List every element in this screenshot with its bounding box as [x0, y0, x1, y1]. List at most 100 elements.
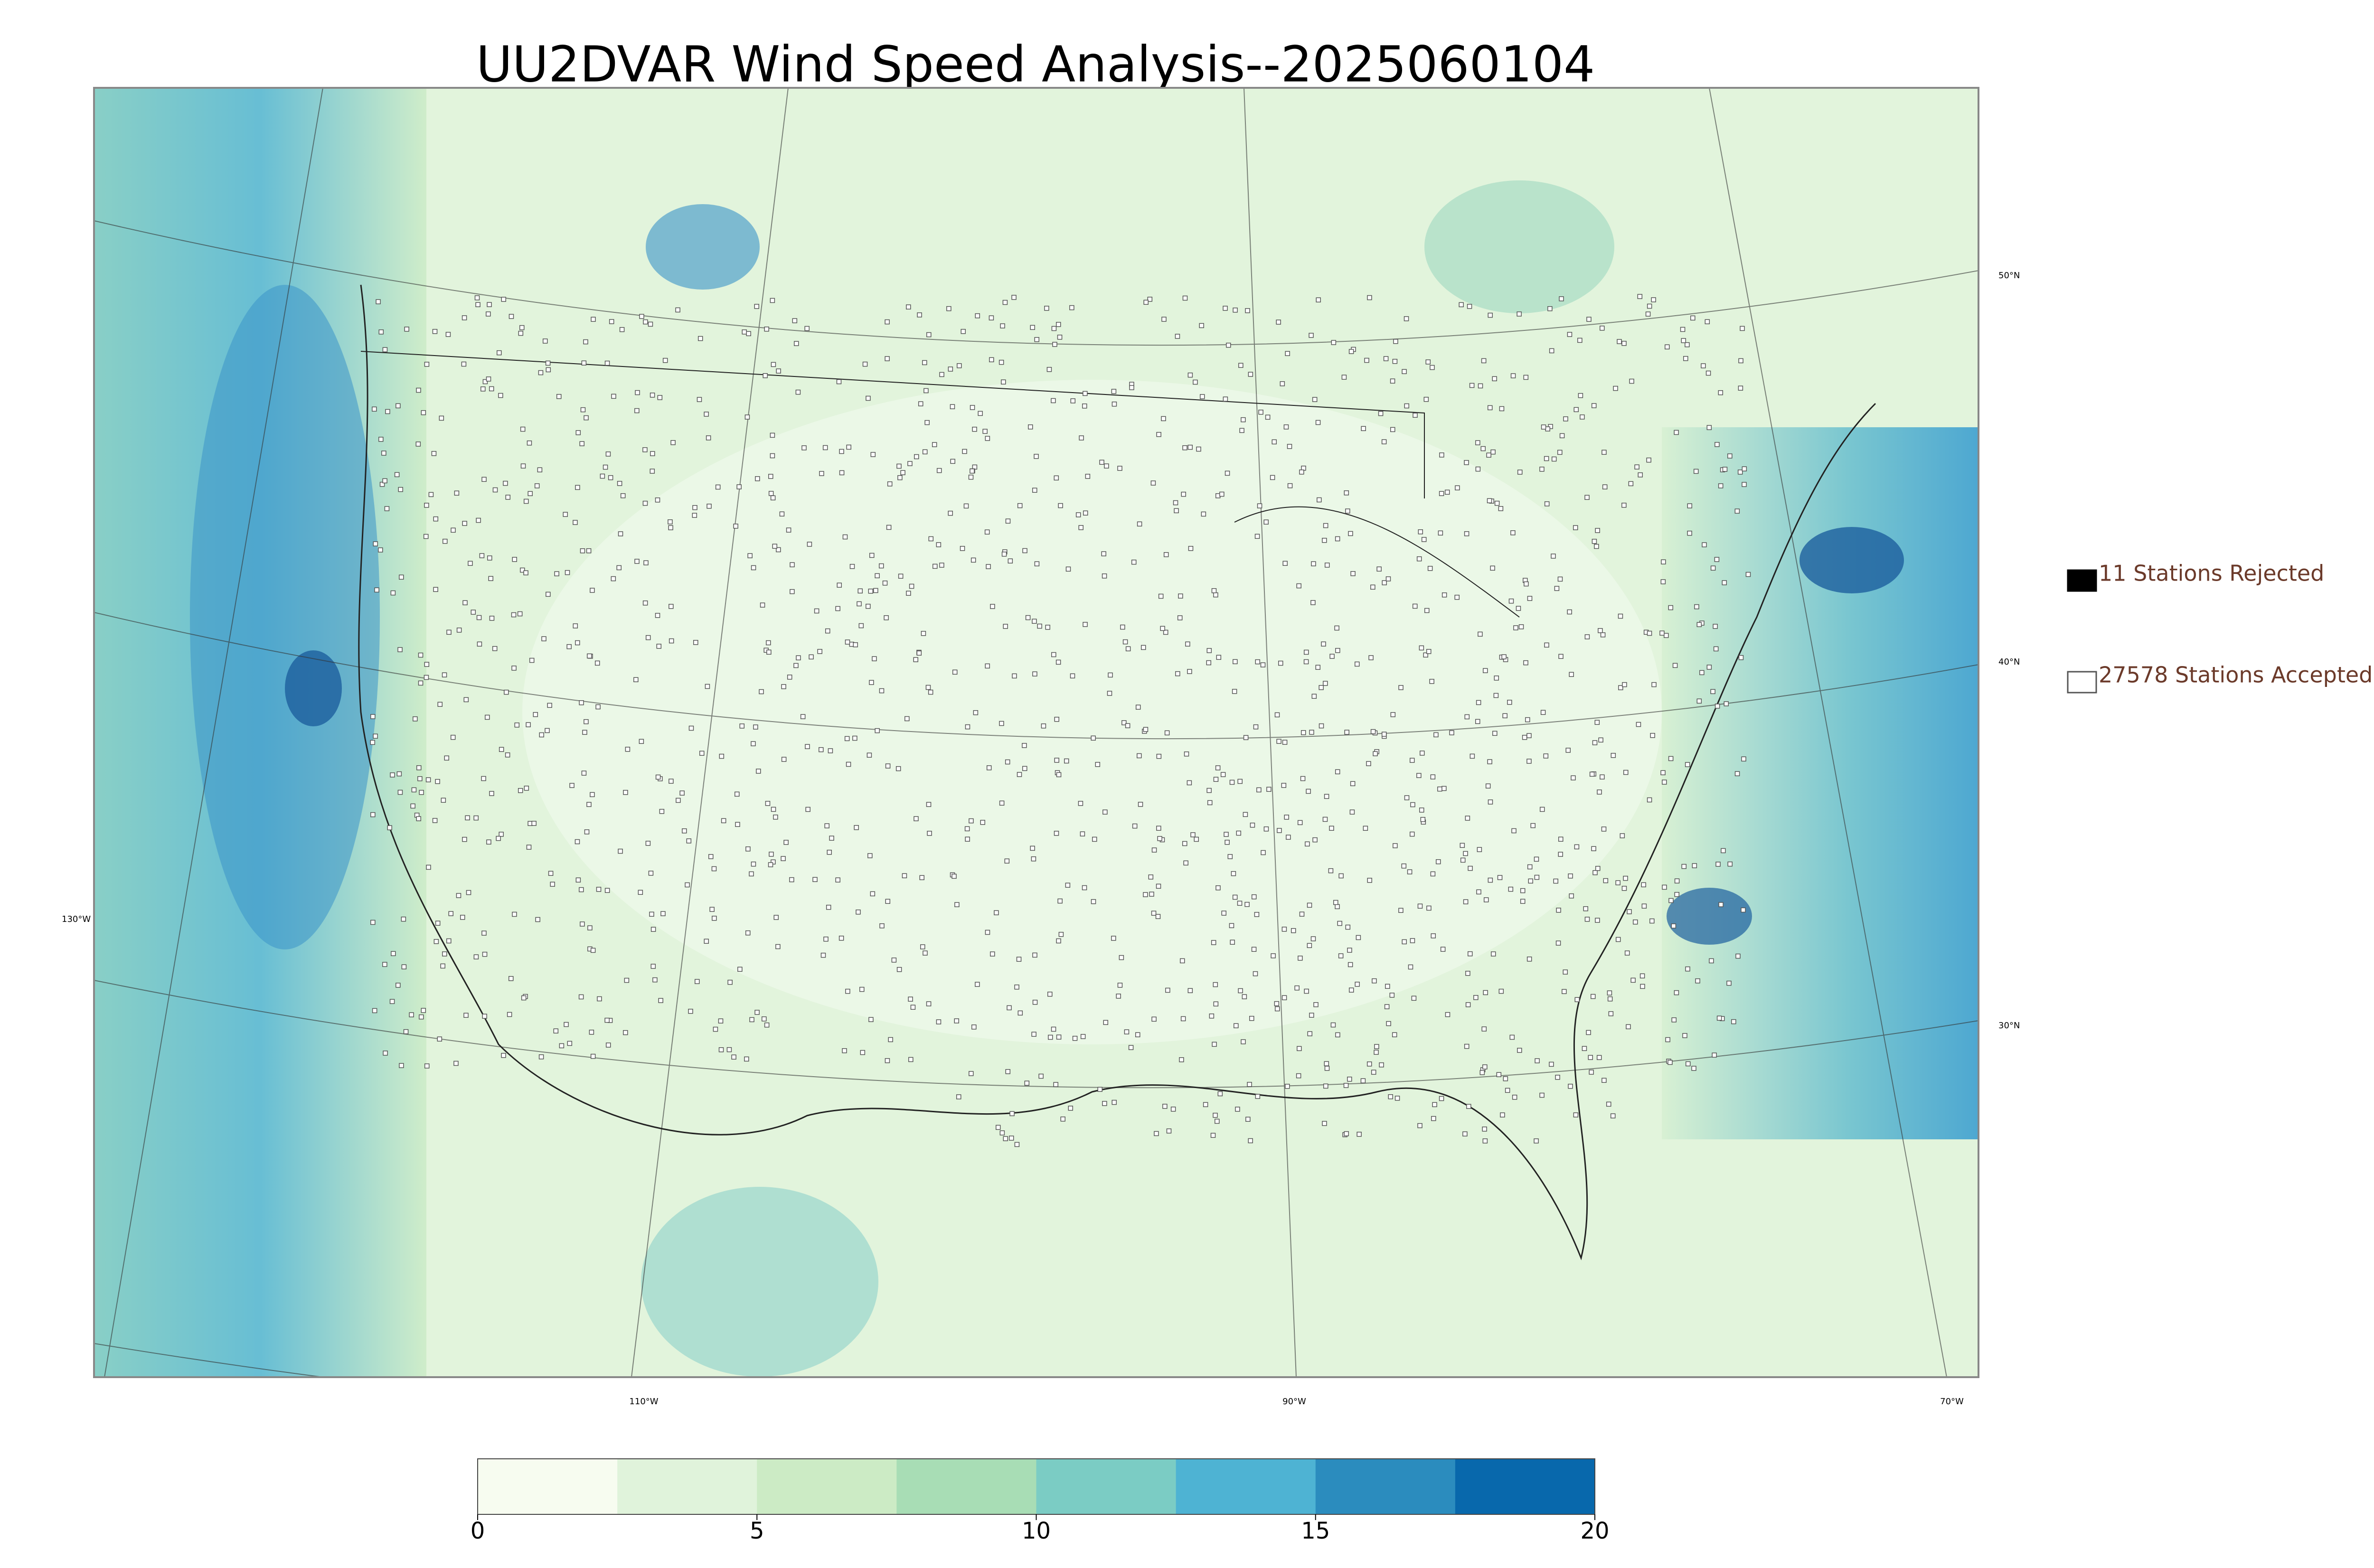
station — [872, 656, 877, 661]
station — [1370, 584, 1375, 590]
station — [858, 623, 864, 629]
station — [898, 573, 904, 579]
station — [1534, 1138, 1539, 1144]
station — [868, 588, 874, 594]
station — [1690, 315, 1696, 321]
station — [739, 723, 745, 729]
station — [715, 484, 721, 490]
station — [970, 468, 975, 474]
station — [1341, 375, 1347, 380]
station — [1287, 483, 1293, 488]
station — [999, 1130, 1005, 1136]
station — [749, 871, 754, 877]
wind-max — [1799, 527, 1904, 593]
station — [800, 714, 806, 719]
station — [879, 923, 885, 929]
station — [1258, 409, 1263, 415]
station — [1349, 809, 1355, 815]
station — [489, 791, 494, 796]
station — [1253, 971, 1258, 976]
station — [605, 1042, 611, 1048]
station — [609, 319, 614, 324]
station — [499, 747, 504, 752]
station — [1715, 442, 1720, 447]
station — [1143, 300, 1149, 305]
station — [770, 453, 775, 459]
station — [1589, 1070, 1594, 1075]
station — [907, 461, 913, 466]
station — [635, 390, 640, 395]
station — [1054, 475, 1059, 481]
station — [1465, 971, 1470, 976]
station — [1527, 596, 1533, 601]
station — [1410, 802, 1415, 807]
station — [1057, 334, 1063, 340]
station — [921, 631, 926, 636]
station — [1143, 727, 1149, 732]
station — [835, 606, 840, 611]
map-area — [94, 88, 1978, 1377]
station — [1319, 723, 1324, 729]
station — [754, 1010, 760, 1015]
station — [431, 451, 437, 456]
station — [1315, 420, 1321, 425]
station — [1209, 1013, 1215, 1019]
station — [1510, 373, 1516, 378]
station — [473, 954, 479, 959]
station — [1307, 943, 1312, 948]
station — [575, 430, 581, 435]
station — [1193, 379, 1198, 385]
station — [1668, 605, 1673, 610]
station — [1022, 743, 1027, 748]
station — [1276, 739, 1281, 744]
station — [919, 875, 924, 881]
station — [1416, 556, 1422, 562]
station — [1716, 1015, 1722, 1021]
station — [1108, 672, 1113, 678]
station — [1003, 1136, 1008, 1141]
station — [539, 732, 544, 738]
station — [1335, 536, 1340, 542]
station — [1694, 604, 1699, 610]
station — [828, 748, 833, 753]
station — [1335, 904, 1340, 910]
station — [1180, 1016, 1186, 1022]
station — [441, 798, 446, 803]
station — [873, 588, 878, 593]
station — [1274, 712, 1280, 718]
colorbar-segment — [617, 1459, 758, 1514]
station — [442, 672, 447, 677]
station — [747, 553, 753, 558]
station — [1541, 424, 1546, 430]
station — [1255, 1094, 1261, 1099]
station — [964, 826, 970, 832]
station — [1664, 633, 1669, 638]
station — [1401, 863, 1407, 869]
station — [1241, 417, 1246, 423]
station — [486, 839, 491, 845]
station — [396, 771, 402, 777]
station — [1344, 730, 1349, 735]
station — [1304, 988, 1309, 994]
station — [1117, 466, 1122, 471]
station — [1097, 1087, 1102, 1092]
station — [1082, 403, 1087, 409]
station — [1586, 1030, 1591, 1035]
station — [1231, 871, 1236, 876]
station — [1032, 999, 1038, 1005]
station — [986, 564, 991, 569]
station — [1559, 296, 1564, 301]
station — [501, 1052, 506, 1058]
station — [1517, 469, 1523, 475]
station — [1219, 491, 1225, 497]
station — [1685, 966, 1690, 972]
station — [1526, 956, 1532, 962]
station — [1312, 397, 1318, 402]
station — [1355, 982, 1360, 987]
station — [1549, 1061, 1554, 1067]
station — [1345, 508, 1350, 514]
station — [995, 1125, 1001, 1130]
station — [547, 703, 552, 708]
station — [1017, 503, 1023, 508]
station — [1372, 978, 1377, 984]
